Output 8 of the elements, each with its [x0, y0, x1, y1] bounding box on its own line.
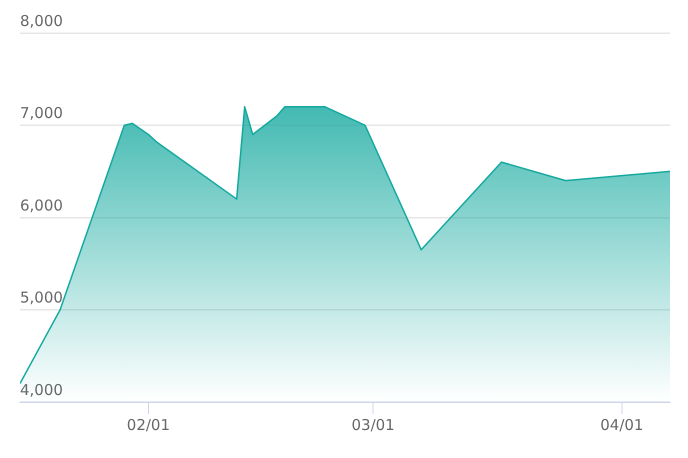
- x-tick-label: 03/01: [351, 416, 395, 434]
- y-tick-label: 5,000: [20, 288, 63, 307]
- x-tick-label: 04/01: [600, 416, 644, 434]
- y-tick-label: 8,000: [20, 12, 63, 30]
- x-tick-label: 02/01: [126, 416, 170, 434]
- y-tick-label: 7,000: [20, 104, 63, 122]
- y-tick-label: 6,000: [20, 196, 63, 214]
- y-tick-label: 4,000: [20, 380, 63, 399]
